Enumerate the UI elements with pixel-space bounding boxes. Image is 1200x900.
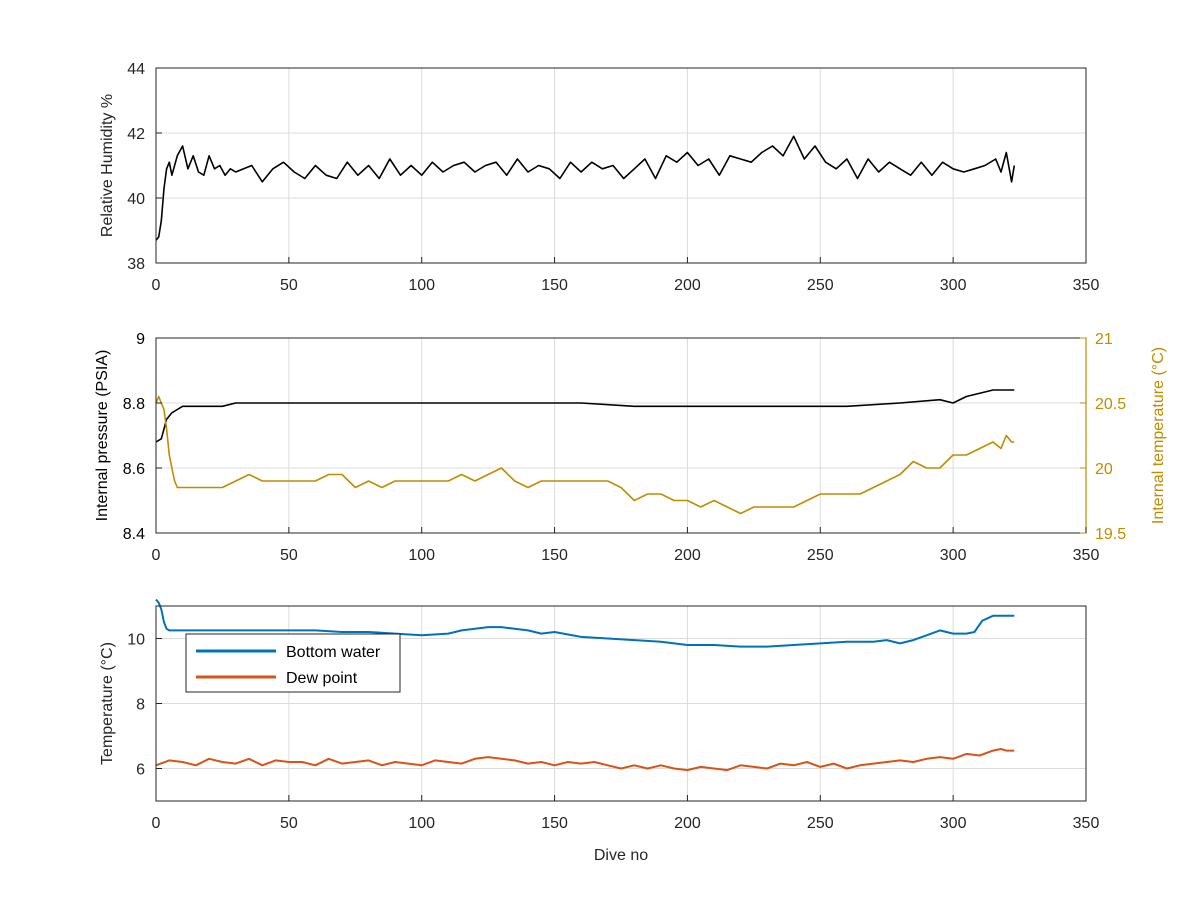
x-axis-label: Dive no (594, 847, 648, 864)
plot-area (156, 68, 1086, 263)
series-line-pressure-temperature-0 (155, 389, 1015, 443)
y-tick-label: 44 (127, 61, 145, 78)
series-group (155, 135, 1016, 241)
x-tick-label: 100 (408, 815, 435, 832)
x-tick-label: 150 (541, 277, 568, 294)
legend-label-bottom-water: Bottom water (286, 644, 381, 661)
x-tick-labels: 0 50 100 150 200 250 300 350 (152, 795, 1100, 832)
x-tick-label: 100 (408, 547, 435, 564)
x-tick-labels: 0 50 100 150 200 250 300 350 (152, 257, 1100, 294)
x-tick-label: 250 (807, 277, 834, 294)
series-line-pressure-temperature-1 (155, 395, 1015, 515)
y-tick-label: 8.6 (123, 461, 145, 478)
y-tick-label: 8.8 (123, 396, 145, 413)
y-tick-label: 42 (127, 126, 145, 143)
y-tick-labels: 38 40 42 44 (127, 61, 162, 273)
legend-box (185, 633, 401, 693)
pressure-panel: 0 50 100 150 200 250 300 350 8.4 8.6 8.8 9 19.5 20 2… (94, 331, 1167, 564)
right-y-tick-labels: 19.5 20 20.5 21 (1080, 331, 1126, 543)
y-tick-labels: 6 8 10 (127, 632, 162, 779)
y-tick-label: 38 (127, 256, 145, 273)
temperature-panel: 0 50 100 150 200 250 300 350 6 8 10 Temperature (… (99, 598, 1100, 864)
x-tick-label: 300 (940, 277, 967, 294)
humidity-panel: 0 50 100 150 200 250 300 350 38 40 42 44 Relative … (99, 61, 1099, 294)
y-axis-label: Relative Humidity % (99, 94, 116, 237)
y-axis-label: Temperature (°C) (99, 642, 116, 765)
x-tick-label: 0 (152, 547, 161, 564)
series-line-bottom-water (155, 598, 1015, 648)
y-tick-labels: 8.4 8.6 8.8 9 (123, 331, 162, 543)
series-group (155, 389, 1015, 515)
x-tick-label: 50 (280, 815, 298, 832)
legend-label-dew-point: Dew point (286, 670, 358, 687)
x-tick-label: 300 (940, 815, 967, 832)
x-tick-label: 350 (1073, 547, 1100, 564)
right-y-axis-label: Internal temperature (°C) (1150, 347, 1167, 524)
x-tick-labels: 0 50 100 150 200 250 300 350 (152, 527, 1100, 564)
right-y-tick-label: 20 (1095, 461, 1113, 478)
x-tick-label: 200 (674, 815, 701, 832)
y-tick-label: 9 (136, 331, 145, 348)
y-tick-label: 8 (136, 697, 145, 714)
x-tick-label: 350 (1073, 815, 1100, 832)
plot-area (156, 338, 1086, 533)
y-tick-label: 10 (127, 632, 145, 649)
y-axis-label: Internal pressure (PSIA) (94, 350, 111, 522)
x-tick-label: 250 (807, 815, 834, 832)
axes-box (155, 67, 1087, 264)
series-line-dew-point (155, 748, 1015, 772)
x-tick-label: 300 (940, 547, 967, 564)
right-y-tick-label: 19.5 (1095, 526, 1126, 543)
x-tick-label: 350 (1073, 277, 1100, 294)
x-tick-label: 200 (674, 547, 701, 564)
series-group (155, 598, 1015, 772)
x-tick-label: 150 (541, 547, 568, 564)
x-tick-label: 150 (541, 815, 568, 832)
x-tick-label: 250 (807, 547, 834, 564)
y-tick-label: 40 (127, 191, 145, 208)
y-tick-label: 8.4 (123, 526, 145, 543)
series-line-humidity-0 (155, 135, 1016, 241)
right-y-tick-label: 20.5 (1095, 396, 1126, 413)
right-y-tick-label: 21 (1095, 331, 1113, 348)
x-tick-label: 50 (280, 547, 298, 564)
x-tick-label: 0 (152, 815, 161, 832)
x-tick-label: 0 (152, 277, 161, 294)
x-tick-label: 100 (408, 277, 435, 294)
y-tick-label: 6 (136, 762, 145, 779)
x-tick-label: 200 (674, 277, 701, 294)
legend: Bottom water Dew point (185, 633, 401, 693)
x-tick-label: 50 (280, 277, 298, 294)
